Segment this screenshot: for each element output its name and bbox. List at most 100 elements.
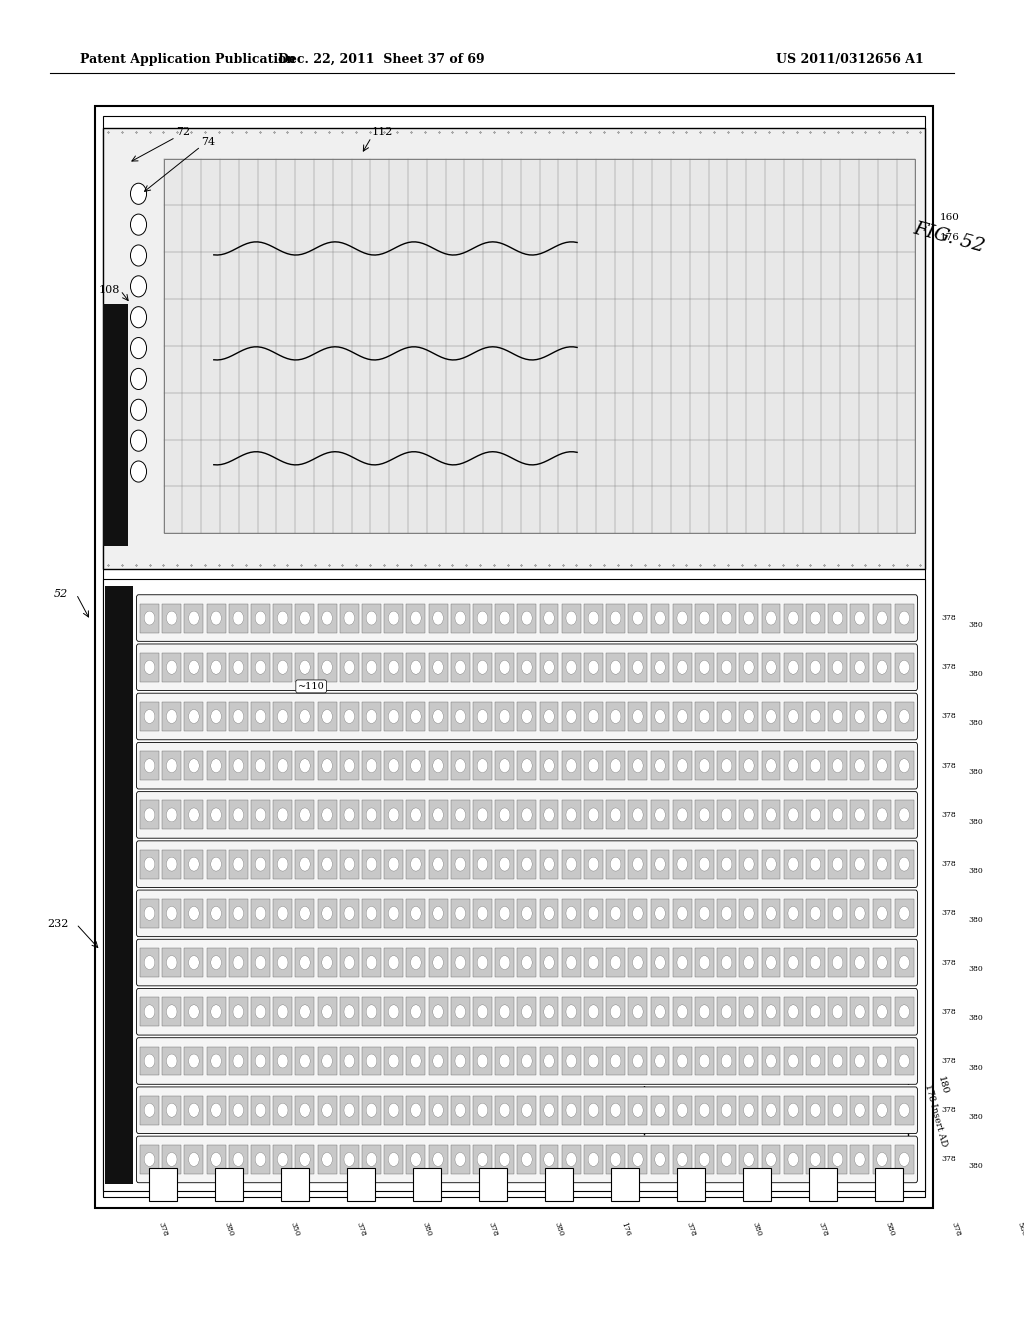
Bar [739, 603, 758, 632]
Bar [562, 603, 581, 632]
Circle shape [167, 1005, 177, 1019]
Circle shape [167, 808, 177, 822]
Bar [584, 800, 603, 829]
Bar [473, 603, 492, 632]
Circle shape [433, 1005, 443, 1019]
Circle shape [766, 1104, 776, 1117]
Bar [473, 998, 492, 1026]
Bar [540, 998, 558, 1026]
Bar [584, 1096, 603, 1125]
Bar [228, 998, 248, 1026]
Bar [695, 603, 714, 632]
Bar [473, 899, 492, 928]
Bar [606, 850, 625, 879]
Bar [850, 1047, 869, 1076]
Circle shape [521, 1104, 532, 1117]
Circle shape [455, 1104, 466, 1117]
Bar [296, 751, 314, 780]
Bar [140, 1096, 159, 1125]
Bar [762, 800, 780, 829]
Bar [451, 948, 470, 977]
Bar [783, 653, 803, 681]
Circle shape [810, 759, 820, 772]
Bar [650, 1047, 670, 1076]
Text: 380: 380 [969, 669, 983, 678]
Circle shape [500, 660, 510, 675]
Circle shape [677, 907, 687, 920]
Bar [140, 702, 159, 731]
Circle shape [566, 1005, 577, 1019]
Circle shape [300, 1005, 310, 1019]
Bar [413, 1168, 441, 1201]
Bar [584, 603, 603, 632]
Circle shape [367, 759, 377, 772]
Text: 378: 378 [941, 1106, 956, 1114]
Text: 380: 380 [751, 1221, 764, 1238]
Circle shape [388, 956, 399, 969]
Circle shape [433, 1055, 443, 1068]
Bar [872, 1144, 892, 1173]
Bar [584, 850, 603, 879]
Bar [895, 899, 913, 928]
Circle shape [367, 857, 377, 871]
Circle shape [787, 907, 799, 920]
Circle shape [344, 759, 354, 772]
Circle shape [699, 611, 710, 624]
Circle shape [787, 611, 799, 624]
Circle shape [544, 1104, 554, 1117]
Text: ~110: ~110 [298, 682, 325, 690]
Bar [806, 998, 825, 1026]
Bar [162, 850, 181, 879]
Circle shape [566, 710, 577, 723]
Bar [228, 653, 248, 681]
Text: 378: 378 [685, 1221, 697, 1238]
Bar [783, 751, 803, 780]
Bar [739, 751, 758, 780]
Bar [384, 702, 403, 731]
Circle shape [477, 1104, 487, 1117]
Bar [451, 850, 470, 879]
Bar [273, 603, 292, 632]
Bar [562, 948, 581, 977]
Circle shape [477, 611, 487, 624]
Bar [629, 1096, 647, 1125]
Bar [184, 702, 204, 731]
Bar [496, 1047, 514, 1076]
Circle shape [521, 1005, 532, 1019]
Circle shape [278, 1152, 288, 1167]
Circle shape [188, 1152, 200, 1167]
FancyBboxPatch shape [136, 940, 918, 986]
Circle shape [211, 907, 221, 920]
Bar [207, 1047, 225, 1076]
Circle shape [322, 808, 333, 822]
Bar [606, 653, 625, 681]
Circle shape [344, 1152, 354, 1167]
Circle shape [367, 1152, 377, 1167]
Bar [806, 948, 825, 977]
Bar [739, 1096, 758, 1125]
Circle shape [654, 611, 666, 624]
Bar [362, 1096, 381, 1125]
Bar [362, 800, 381, 829]
Bar [517, 1144, 537, 1173]
Circle shape [588, 1055, 599, 1068]
Bar [717, 1144, 736, 1173]
Bar [162, 948, 181, 977]
Circle shape [588, 1104, 599, 1117]
Bar [517, 702, 537, 731]
Circle shape [544, 1152, 554, 1167]
Circle shape [677, 759, 687, 772]
Circle shape [610, 759, 621, 772]
Circle shape [677, 710, 687, 723]
Circle shape [322, 857, 333, 871]
Circle shape [833, 1005, 843, 1019]
Circle shape [721, 857, 732, 871]
Bar [362, 653, 381, 681]
Circle shape [344, 611, 354, 624]
Bar [895, 603, 913, 632]
Circle shape [654, 1055, 666, 1068]
Bar [228, 1096, 248, 1125]
Bar [407, 653, 425, 681]
Circle shape [130, 276, 146, 297]
Bar [695, 850, 714, 879]
